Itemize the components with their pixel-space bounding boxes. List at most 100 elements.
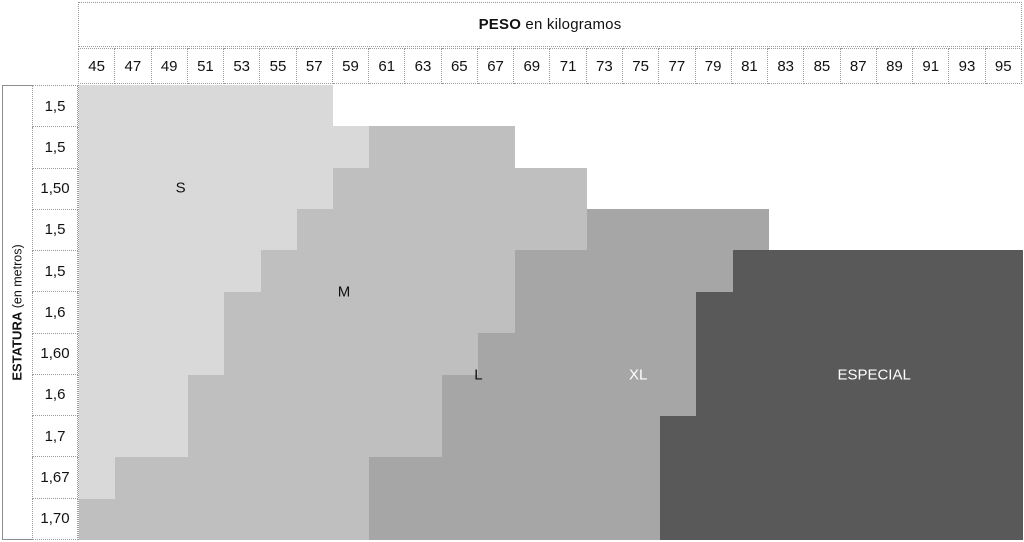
size-zone-l	[478, 333, 697, 375]
size-zone-m	[224, 333, 479, 375]
matrix-row	[79, 498, 1023, 540]
size-zone-s	[79, 209, 297, 251]
size-zone-empty	[587, 167, 1023, 210]
size-zone-m	[115, 457, 370, 499]
estatura-axis-label: ESTATURA (en metros)	[2, 85, 32, 540]
size-zone-m	[333, 167, 588, 210]
size-zone-especial	[659, 415, 1023, 458]
weight-header-cell: 83	[768, 48, 805, 84]
estatura-text: ESTATURA (en metros)	[10, 244, 25, 380]
peso-title-rest: en kilogramos	[521, 16, 622, 33]
weight-header-cell: 81	[731, 48, 769, 84]
zone-label-s: S	[175, 179, 186, 197]
weight-header-cell: 53	[224, 48, 261, 84]
size-zone-l	[369, 457, 660, 499]
weight-header-cell: 91	[913, 48, 950, 84]
size-zone-empty	[768, 209, 1023, 251]
size-zone-m	[187, 374, 443, 416]
size-zone-m	[79, 498, 370, 540]
matrix-row	[79, 209, 1023, 251]
weight-header-cell: 59	[332, 48, 370, 84]
size-zone-especial	[659, 457, 1023, 499]
size-zone-l	[514, 250, 733, 292]
size-zone-l	[442, 374, 697, 416]
weight-header-cell: 85	[804, 48, 841, 84]
weight-header-cell: 87	[840, 48, 877, 84]
size-matrix-grid: S M L XL ESPECIAL	[78, 85, 1023, 540]
size-zone-s	[79, 374, 188, 416]
size-zone-m	[224, 291, 515, 334]
weight-header-cell: 57	[296, 48, 333, 84]
zone-label-xl: XL	[628, 366, 648, 384]
weight-header-cell: 95	[985, 48, 1022, 84]
size-zone-l	[442, 415, 660, 458]
size-zone-empty	[333, 85, 1023, 127]
size-zone-empty	[514, 126, 1023, 168]
weight-header-cell: 45	[78, 48, 116, 84]
matrix-row	[79, 167, 1023, 210]
matrix-row	[79, 457, 1023, 499]
size-zone-s	[79, 415, 188, 458]
peso-title-bold: PESO	[478, 16, 522, 33]
height-label-cell: 1,5	[32, 127, 78, 169]
zone-label-especial: ESPECIAL	[837, 366, 911, 384]
weight-header-cell: 75	[622, 48, 660, 84]
size-zone-l	[587, 209, 769, 251]
matrix-row	[79, 291, 1023, 334]
height-label-cell: 1,50	[32, 168, 78, 210]
size-zone-m	[296, 209, 588, 251]
zone-label-m: M	[337, 283, 351, 301]
weight-header-cell: 89	[876, 48, 914, 84]
size-zone-m	[369, 126, 515, 168]
size-zone-l	[514, 291, 697, 334]
size-zone-especial	[696, 374, 1023, 416]
size-zone-s	[79, 126, 370, 168]
zone-label-l: L	[474, 366, 483, 384]
matrix-row	[79, 126, 1023, 168]
size-zone-especial	[732, 250, 1023, 292]
height-label-column: 1,5 1,5 1,50 1,5 1,5 1,6 1,60 1,6 1,7 1,67 1,70	[32, 85, 78, 540]
peso-title: PESO en kilogramos	[479, 16, 622, 33]
size-zone-l	[369, 498, 660, 540]
height-label-cell: 1,6	[32, 374, 78, 417]
weight-header-cell: 47	[115, 48, 152, 84]
matrix-row	[79, 374, 1023, 416]
size-zone-s	[79, 457, 116, 499]
weight-header-cell: 63	[405, 48, 442, 84]
height-label-cell: 1,70	[32, 498, 78, 540]
weight-header-cell: 67	[477, 48, 515, 84]
weight-header-cell: 55	[260, 48, 297, 84]
weight-header-cell: 49	[151, 48, 188, 84]
size-zone-s	[79, 291, 225, 334]
weight-header-cell: 69	[514, 48, 551, 84]
weight-header-cell: 61	[369, 48, 406, 84]
matrix-row	[79, 333, 1023, 375]
matrix-row	[79, 415, 1023, 458]
height-label-cell: 1,67	[32, 457, 78, 499]
estatura-label-bold: ESTATURA	[10, 311, 25, 381]
height-label-cell: 1,5	[32, 209, 78, 252]
size-zone-especial	[659, 498, 1023, 540]
height-label-cell: 1,60	[32, 333, 78, 375]
estatura-label-rest: (en metros)	[11, 244, 25, 312]
size-zone-especial	[696, 333, 1023, 375]
height-label-cell: 1,6	[32, 292, 78, 334]
height-label-cell: 1,7	[32, 416, 78, 458]
size-zone-s	[79, 250, 261, 292]
weight-header-cell: 65	[441, 48, 478, 84]
size-zone-s	[79, 85, 334, 127]
size-zone-m	[260, 250, 515, 292]
size-zone-m	[187, 415, 443, 458]
weight-header-cell: 77	[659, 48, 696, 84]
height-label-cell: 1,5	[32, 85, 78, 128]
matrix-row	[79, 85, 1023, 127]
weight-header-row: 45 47 49 51 53 55 57 59 61 63 65 67 69 71 73 75 77 79 81 83…	[78, 48, 1022, 84]
weight-header-cell: 93	[949, 48, 986, 84]
weight-header-cell: 73	[586, 48, 623, 84]
weight-header-cell: 71	[550, 48, 587, 84]
peso-header-band: PESO en kilogramos	[78, 2, 1022, 47]
height-label-cell: 1,5	[32, 251, 78, 293]
weight-header-cell: 79	[695, 48, 732, 84]
size-zone-s	[79, 333, 225, 375]
